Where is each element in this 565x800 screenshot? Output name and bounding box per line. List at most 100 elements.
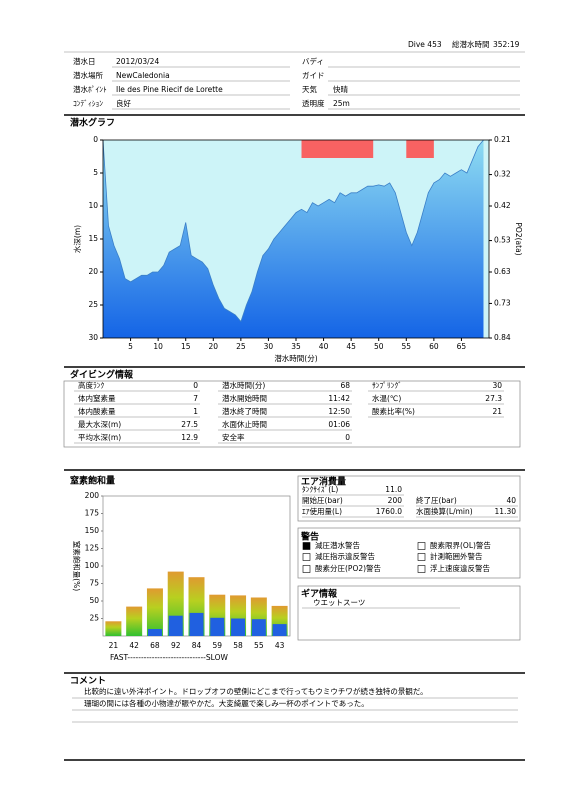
info-label: 体内酸素量 — [78, 406, 116, 416]
warning-label: 浮上速度違反警告 — [430, 563, 490, 573]
info-label: バディ — [302, 56, 324, 66]
info-value: 27.3 — [485, 394, 502, 403]
gear-item: ウエットスーツ — [313, 598, 365, 607]
section-title: 潜水グラフ — [70, 117, 115, 129]
x-tick-label: 25 — [236, 342, 246, 351]
x-tick-label: 45 — [346, 342, 356, 351]
dive-number: Dive 453 — [408, 40, 442, 49]
bar-value-label: 68 — [150, 641, 160, 650]
info-value: 30 — [492, 381, 502, 390]
alert-range — [406, 140, 434, 158]
info-label: 潜水開始時間 — [222, 393, 267, 403]
oxygen-bar — [168, 615, 183, 636]
air-label: 水面換算(L/min) — [416, 506, 473, 516]
x-tick-label: 60 — [429, 342, 439, 351]
y-tick-label: 100 — [85, 561, 100, 570]
warning-label: 減圧指示違反警告 — [315, 551, 375, 561]
info-label: 体内窒素量 — [78, 393, 116, 403]
info-value: 7 — [193, 394, 198, 403]
bar-value-label: 42 — [129, 641, 139, 650]
info-label: ｺﾝﾃﾞｨｼｮﾝ — [73, 99, 103, 108]
info-label: 潜水場所 — [73, 70, 103, 80]
info-value: 68 — [340, 381, 350, 390]
y2-axis-label: PO2(ata) — [514, 222, 523, 255]
info-label: 水温(℃) — [372, 393, 401, 403]
checkbox — [302, 542, 311, 550]
x-tick-label: 10 — [153, 342, 163, 351]
bar-value-label: 55 — [254, 641, 264, 650]
total-time: 352:19 — [493, 40, 520, 49]
y2-tick-label: 0.84 — [494, 333, 511, 342]
air-value: 11.30 — [495, 507, 517, 516]
y-tick-label: 5 — [93, 168, 98, 177]
air-value: 200 — [388, 496, 403, 505]
info-label: 透明度 — [302, 98, 325, 108]
info-label: 平均水深(m) — [78, 432, 121, 442]
checkbox — [302, 553, 311, 561]
oxygen-bar — [251, 619, 266, 636]
info-label: 酸素比率(%) — [372, 406, 415, 416]
y-axis-label: 水深(m) — [72, 225, 82, 253]
y-tick-label: 200 — [85, 491, 100, 500]
y-tick-label: 15 — [88, 234, 98, 243]
section-title: コメント — [70, 676, 106, 687]
info-value: 27.5 — [181, 420, 198, 429]
warning-label: 酸素限界(OL)警告 — [430, 540, 491, 550]
oxygen-bar — [210, 617, 225, 636]
section-title: 窒素飽和量 — [70, 475, 115, 487]
total-label: 総潜水時間 — [452, 39, 490, 49]
info-value: 21 — [492, 407, 502, 416]
y-tick-label: 150 — [85, 526, 100, 535]
x-tick-label: 20 — [209, 342, 219, 351]
air-label: 開始圧(bar) — [302, 495, 343, 505]
info-value: 快晴 — [333, 84, 348, 94]
bar-value-label: 43 — [275, 641, 285, 650]
x-tick-label: 65 — [457, 342, 467, 351]
warning-label: 計測範囲外警告 — [430, 551, 483, 561]
info-value: 01:06 — [328, 420, 350, 429]
y-tick-label: 0 — [93, 135, 98, 144]
info-label: ｻﾝﾌﾟﾘﾝｸﾞ — [372, 381, 402, 390]
x-tick-label: 15 — [181, 342, 191, 351]
checkbox — [302, 565, 311, 573]
warning-label: 酸素分圧(PO2)警告 — [315, 563, 382, 573]
y2-tick-label: 0.42 — [494, 201, 511, 210]
info-value: 25m — [333, 99, 350, 108]
x-tick-label: 50 — [374, 342, 384, 351]
section-title: ダイビング情報 — [70, 369, 134, 381]
nitrogen-bar — [126, 606, 143, 636]
info-label: 潜水終了時間 — [222, 406, 267, 416]
info-label: 潜水ﾎﾟｲﾝﾄ — [73, 84, 107, 94]
info-label: 潜水時間(分) — [222, 380, 265, 390]
x-tick-label: 35 — [291, 342, 301, 351]
y2-tick-label: 0.73 — [494, 298, 511, 307]
x-tick-label: 40 — [319, 342, 329, 351]
info-value: Ile des Pine Riecif de Lorette — [116, 85, 223, 94]
y2-tick-label: 0.32 — [494, 170, 511, 179]
y-tick-label: 25 — [88, 300, 98, 309]
info-label: ガイド — [302, 70, 325, 80]
x-axis-label: 潜水時間(分) — [274, 353, 317, 363]
y-tick-label: 20 — [88, 267, 98, 276]
nitrogen-bar — [146, 588, 163, 636]
y-tick-label: 50 — [89, 596, 99, 605]
oxygen-bar — [147, 629, 162, 636]
info-label: 高度ﾗﾝｸ — [78, 380, 104, 390]
comment-line: 珊瑚の間には各種の小物達が賑やかだ。大変綺麗で楽しみ一杯のポイントであった。 — [84, 698, 369, 708]
info-value: 2012/03/24 — [116, 57, 159, 66]
air-label: ﾀﾝｸｻｲｽﾞ(L) — [302, 485, 338, 494]
warning-label: 減圧潜水警告 — [315, 540, 360, 550]
air-box — [297, 475, 521, 522]
y2-tick-label: 0.21 — [494, 135, 511, 144]
y-tick-label: 175 — [85, 509, 100, 518]
info-label: 潜水日 — [73, 56, 96, 66]
alert-range — [301, 140, 374, 158]
info-value: 1 — [193, 407, 198, 416]
info-value: NewCaledonia — [116, 71, 170, 80]
info-label: 最大水深(m) — [78, 419, 121, 429]
y-tick-label: 10 — [88, 201, 98, 210]
depth-fill — [103, 140, 484, 338]
info-value: 良好 — [116, 98, 131, 108]
x-tick-label: 55 — [402, 342, 412, 351]
y-tick-label: 125 — [85, 544, 100, 553]
